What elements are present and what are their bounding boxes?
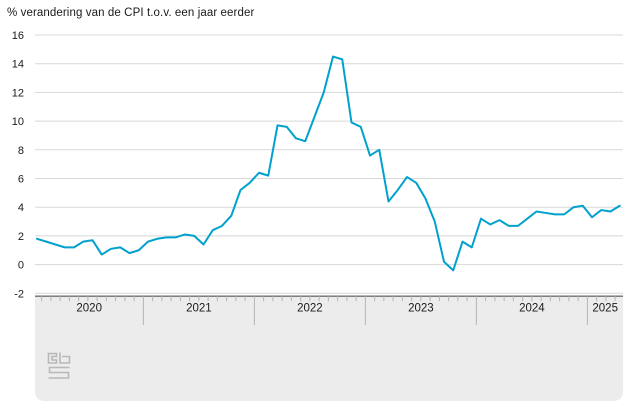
logo-letter-c xyxy=(47,352,58,364)
x-tick-label: 2020 xyxy=(76,303,102,315)
y-tick-label: 12 xyxy=(12,87,24,99)
x-tick-label: 2024 xyxy=(519,303,545,315)
logo-letter-b xyxy=(59,352,71,364)
x-tick-label: 2022 xyxy=(297,303,323,315)
y-tick-label: 0 xyxy=(18,260,24,272)
y-tick-label: 2 xyxy=(18,231,24,243)
logo-letter-s xyxy=(48,366,70,379)
y-tick-label: 8 xyxy=(18,145,24,157)
y-tick-label: 4 xyxy=(18,202,24,214)
cbs-logo xyxy=(47,352,71,379)
x-tick-label: 2025 xyxy=(592,303,618,315)
x-tick-label: 2021 xyxy=(186,303,212,315)
y-tick-label: 14 xyxy=(12,59,24,71)
x-tick-label: 2023 xyxy=(408,303,434,315)
chart-title: % verandering van de CPI t.o.v. een jaar… xyxy=(7,7,255,19)
y-tick-label: 16 xyxy=(12,30,24,42)
y-tick-label: 6 xyxy=(18,174,24,186)
y-tick-label: 10 xyxy=(12,116,24,128)
cpi-line xyxy=(36,55,621,272)
y-tick-label: -2 xyxy=(14,288,24,300)
